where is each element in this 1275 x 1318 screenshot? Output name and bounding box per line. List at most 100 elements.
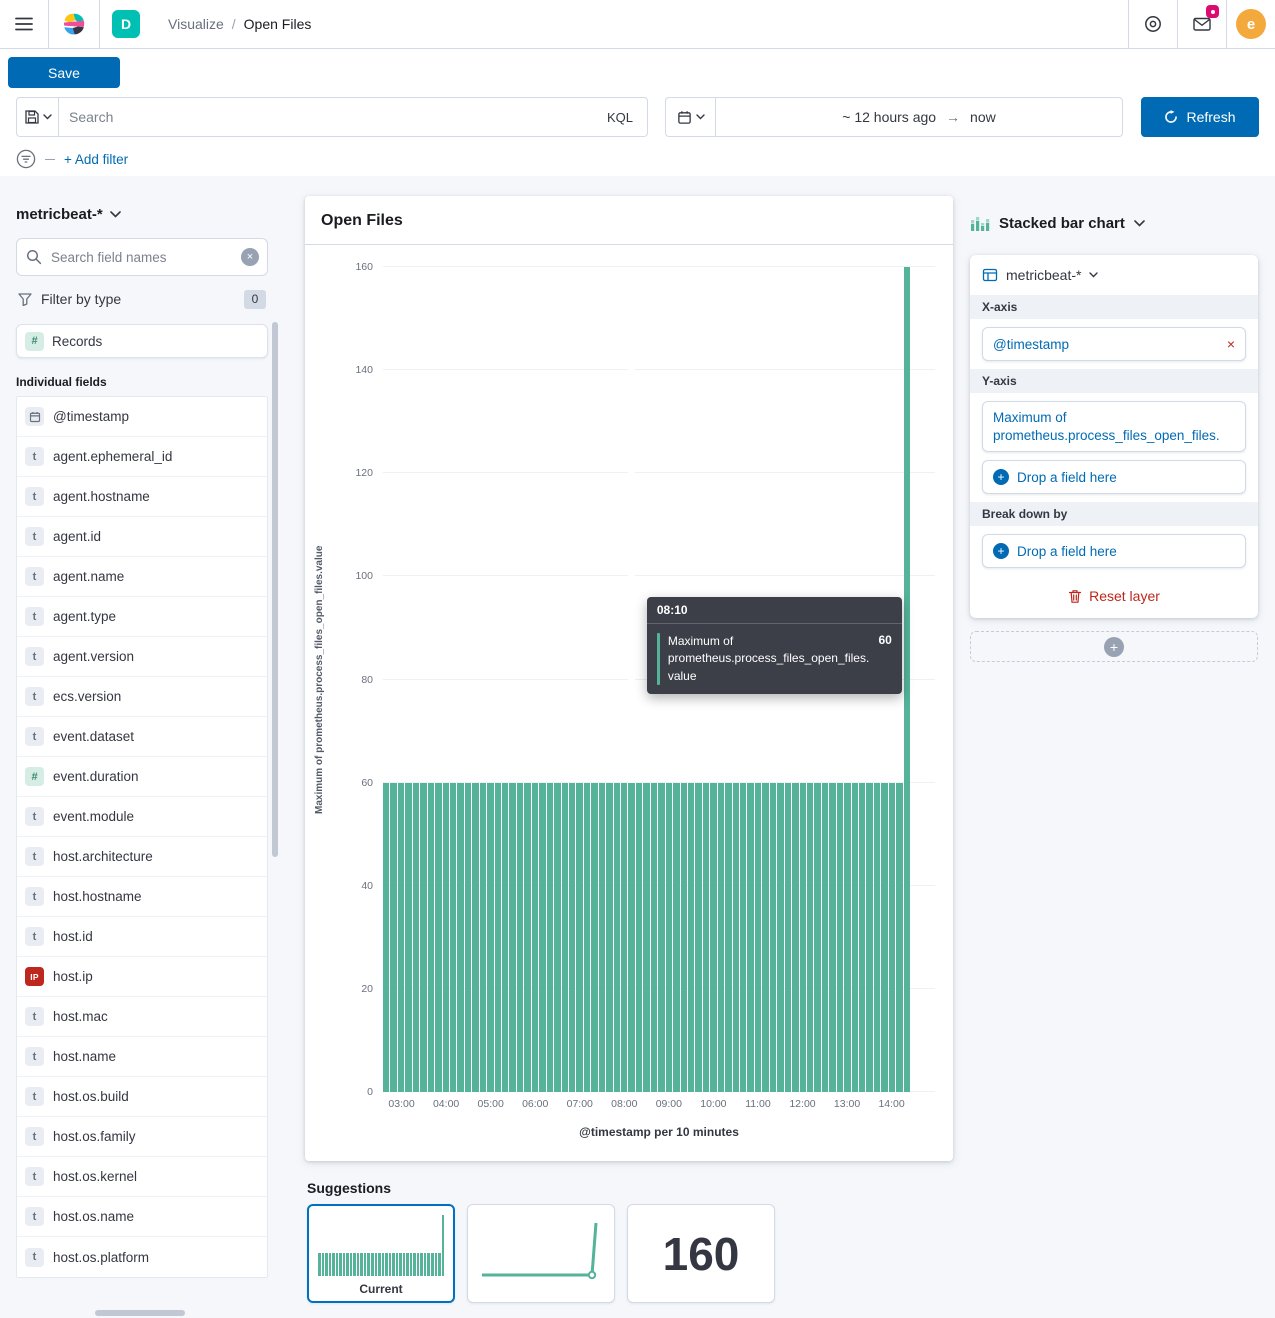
bar[interactable] [881, 782, 888, 1092]
bar[interactable] [457, 782, 464, 1092]
bar[interactable] [896, 782, 903, 1092]
bar[interactable] [732, 782, 739, 1092]
bar[interactable] [539, 782, 546, 1092]
time-from[interactable]: ~ 12 hours ago [842, 109, 937, 125]
bar[interactable] [472, 782, 479, 1092]
breakdown-drop-zone[interactable]: + Drop a field here [982, 534, 1246, 569]
filter-options-icon[interactable] [16, 149, 36, 169]
field-item[interactable]: t host.os.platform [17, 1237, 267, 1277]
bar[interactable] [643, 782, 650, 1092]
time-to[interactable]: now [970, 109, 996, 125]
time-range-display[interactable]: ~ 12 hours ago → now [716, 98, 1122, 136]
user-menu-button[interactable]: e [1226, 0, 1275, 48]
bar[interactable] [747, 782, 754, 1092]
bar[interactable] [710, 782, 717, 1092]
bar[interactable] [866, 782, 873, 1092]
y-axis-drop-zone[interactable]: + Drop a field here [982, 460, 1246, 495]
bar[interactable] [576, 782, 583, 1092]
suggestion-metric[interactable]: 160 [627, 1204, 775, 1303]
layer-index-pattern[interactable]: metricbeat-* [970, 255, 1258, 295]
saved-query-menu-button[interactable] [17, 98, 59, 136]
bar[interactable] [717, 782, 725, 1092]
bar[interactable] [516, 782, 524, 1092]
field-item[interactable]: t agent.name [17, 557, 267, 597]
space-selector[interactable]: D [100, 0, 152, 48]
search-input[interactable] [59, 109, 593, 125]
bar[interactable] [412, 782, 420, 1092]
date-quick-select-button[interactable] [666, 98, 716, 136]
bar[interactable] [427, 782, 435, 1092]
bar[interactable] [844, 782, 851, 1092]
vertical-scrollbar[interactable] [272, 322, 278, 857]
bar[interactable] [851, 782, 858, 1092]
field-item[interactable]: # event.duration [17, 757, 267, 797]
bar[interactable] [509, 782, 516, 1092]
bar[interactable] [777, 782, 784, 1092]
remove-dimension-icon[interactable]: × [1226, 336, 1235, 352]
bar[interactable] [658, 782, 665, 1092]
bar[interactable] [383, 782, 390, 1092]
bar[interactable] [888, 782, 896, 1092]
field-item[interactable]: t agent.id [17, 517, 267, 557]
bar[interactable] [568, 782, 576, 1092]
field-item[interactable]: t agent.version [17, 637, 267, 677]
refresh-button[interactable]: Refresh [1141, 97, 1259, 137]
bar[interactable] [628, 782, 635, 1092]
bar[interactable] [546, 782, 554, 1092]
bar[interactable] [687, 782, 695, 1092]
y-dimension-label[interactable]: Maximum of prometheus.process_files_open… [993, 410, 1220, 443]
field-item[interactable]: t host.os.family [17, 1117, 267, 1157]
bar[interactable] [524, 782, 531, 1092]
field-item[interactable]: t host.os.kernel [17, 1157, 267, 1197]
field-item[interactable]: t host.name [17, 1037, 267, 1077]
kql-language-button[interactable]: KQL [606, 109, 633, 125]
bar[interactable] [814, 782, 821, 1092]
field-item[interactable]: t host.os.name [17, 1197, 267, 1237]
bar[interactable] [606, 782, 613, 1092]
bar[interactable] [829, 782, 836, 1092]
menu-button[interactable] [0, 0, 49, 48]
bar[interactable] [806, 782, 814, 1092]
bar[interactable] [420, 782, 427, 1092]
bar[interactable] [435, 782, 442, 1092]
home-logo-button[interactable] [49, 0, 100, 48]
bar[interactable] [635, 782, 643, 1092]
bar[interactable] [494, 782, 501, 1092]
space-avatar[interactable]: D [112, 10, 140, 38]
bar[interactable] [554, 782, 561, 1092]
y-dimension-pill[interactable]: Maximum of prometheus.process_files_open… [982, 401, 1246, 453]
field-item[interactable]: t event.module [17, 797, 267, 837]
bar[interactable] [836, 782, 844, 1092]
bar[interactable] [397, 782, 405, 1092]
bar[interactable] [561, 782, 568, 1092]
field-item[interactable]: t agent.ephemeral_id [17, 437, 267, 477]
field-item[interactable]: t host.id [17, 917, 267, 957]
chart-type-switcher[interactable]: Stacked bar chart [970, 208, 1258, 238]
bar[interactable] [442, 782, 449, 1092]
bar[interactable] [464, 782, 472, 1092]
bar[interactable] [695, 782, 702, 1092]
bar[interactable] [502, 782, 509, 1092]
x-dimension-label[interactable]: @timestamp [993, 336, 1069, 352]
bar[interactable] [487, 782, 494, 1092]
filter-by-type-button[interactable]: Filter by type 0 [16, 284, 268, 314]
bar[interactable] [754, 782, 762, 1092]
bar[interactable] [769, 782, 777, 1092]
field-item[interactable]: @timestamp [17, 397, 267, 437]
bar[interactable] [673, 782, 680, 1092]
clear-search-icon[interactable]: × [241, 248, 259, 266]
bar[interactable] [665, 782, 673, 1092]
save-button[interactable]: Save [8, 57, 120, 88]
field-item[interactable]: t ecs.version [17, 677, 267, 717]
suggestion-current[interactable]: Current [307, 1204, 455, 1303]
bar[interactable] [680, 782, 687, 1092]
field-item[interactable]: t host.os.build [17, 1077, 267, 1117]
index-pattern-switcher[interactable]: metricbeat-* [16, 200, 268, 228]
newsfeed-button[interactable] [1177, 0, 1226, 48]
add-layer-button[interactable]: + [970, 631, 1258, 663]
bar[interactable] [598, 782, 606, 1092]
bar[interactable] [650, 782, 658, 1092]
bar[interactable] [859, 782, 866, 1092]
field-item[interactable]: IP host.ip [17, 957, 267, 997]
reset-layer-button[interactable]: Reset layer [970, 576, 1258, 614]
